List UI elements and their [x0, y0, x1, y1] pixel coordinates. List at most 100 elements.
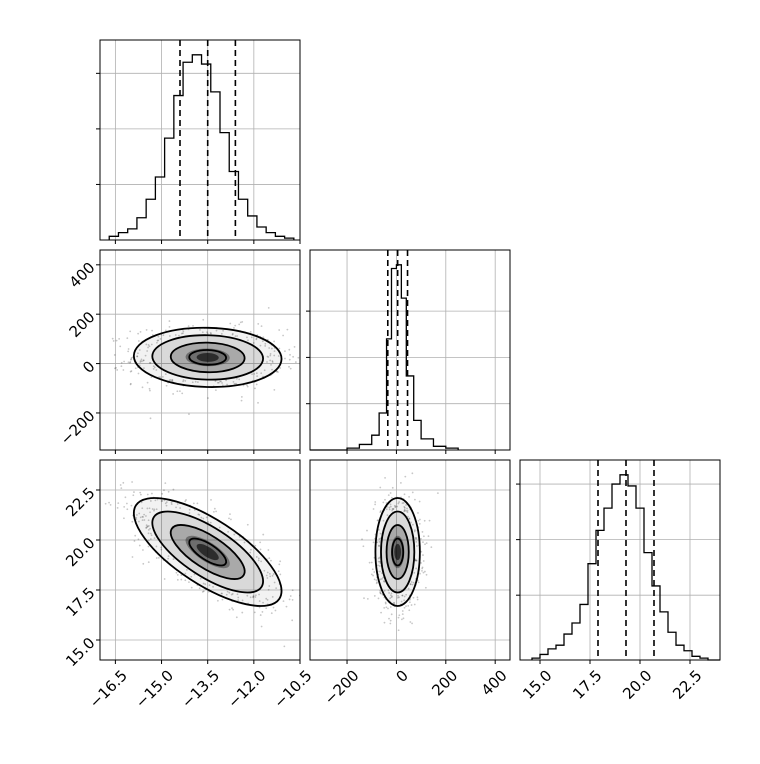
scatter-point: [185, 499, 187, 501]
scatter-point: [174, 334, 177, 336]
scatter-point: [291, 619, 294, 622]
scatter-point: [243, 541, 246, 544]
scatter-point: [269, 575, 272, 578]
scatter-point: [145, 524, 148, 527]
scatter-point: [114, 367, 116, 370]
scatter-point: [143, 367, 145, 369]
scatter-point: [254, 596, 257, 598]
scatter-point: [116, 507, 119, 509]
scatter-point: [163, 489, 165, 492]
scatter-point: [143, 513, 146, 516]
scatter-point: [91, 486, 93, 488]
scatter-point: [88, 528, 90, 530]
scatter-point: [234, 324, 237, 327]
scatter-point: [196, 502, 199, 505]
scatter-point: [403, 595, 406, 598]
scatter-point: [408, 517, 411, 520]
scatter-point: [405, 605, 407, 608]
scatter-point: [185, 568, 188, 571]
scatter-point: [139, 491, 142, 494]
scatter-point: [403, 599, 406, 602]
scatter-point: [149, 361, 152, 364]
scatter-point: [120, 365, 123, 368]
scatter-point: [220, 592, 223, 595]
scatter-point: [255, 383, 258, 386]
scatter-point: [389, 619, 392, 622]
scatter-point: [410, 581, 413, 583]
scatter-point: [149, 417, 152, 420]
scatter-point: [145, 526, 148, 529]
contour-line: [385, 524, 410, 580]
scatter-point: [408, 518, 411, 520]
scatter-point: [123, 517, 125, 520]
contour-line: [132, 497, 283, 607]
scatter-point: [188, 413, 190, 416]
scatter-point: [198, 587, 201, 590]
scatter-point: [182, 332, 184, 335]
scatter-point: [387, 607, 389, 610]
scatter-point: [413, 530, 416, 533]
scatter-point: [184, 572, 187, 575]
scatter-point: [279, 573, 282, 576]
scatter-point: [388, 506, 391, 509]
scatter-point: [405, 593, 408, 596]
scatter-point: [388, 508, 391, 511]
scatter-point: [401, 594, 404, 597]
scatter-point: [389, 597, 392, 600]
scatter-point: [258, 593, 260, 596]
scatter-point: [270, 347, 273, 350]
scatter-point: [407, 515, 409, 518]
scatter-point: [180, 332, 183, 335]
scatter-point: [398, 614, 401, 617]
scatter-point: [188, 512, 191, 514]
contour-line: [169, 524, 246, 580]
scatter-point: [129, 361, 132, 363]
scatter-point: [374, 501, 377, 503]
scatter-point: [416, 596, 419, 599]
scatter-point: [115, 339, 118, 342]
scatter-point: [181, 392, 184, 395]
scatter-point: [297, 356, 300, 359]
scatter-point: [379, 578, 382, 581]
scatter-point: [212, 585, 214, 588]
scatter-point: [164, 329, 167, 332]
scatter-point: [182, 379, 185, 381]
scatter-point: [232, 608, 235, 611]
scatter-point: [370, 573, 373, 576]
scatter-point: [401, 502, 404, 505]
scatter-point: [421, 566, 424, 569]
scatter-point: [414, 537, 417, 539]
scatter-point: [253, 611, 256, 614]
scatter-point: [238, 323, 241, 326]
scatter-point: [213, 507, 216, 510]
scatter-point: [148, 362, 151, 364]
scatter-point: [416, 598, 419, 601]
scatter-point: [377, 528, 380, 531]
scatter-point: [208, 584, 211, 587]
scatter-point: [193, 573, 196, 576]
scatter-point: [372, 541, 375, 544]
scatter-point: [162, 334, 165, 337]
scatter-point: [259, 344, 262, 347]
scatter-panel-1-2: [96, 249, 301, 454]
scatter-point: [383, 589, 386, 592]
scatter-point: [112, 340, 115, 342]
scatter-point: [379, 510, 382, 512]
scatter-point: [373, 578, 376, 581]
scatter-point: [267, 588, 270, 591]
scatter-point: [411, 491, 414, 494]
scatter-point: [266, 598, 269, 601]
scatter-point: [201, 331, 204, 334]
scatter-point: [215, 329, 218, 332]
scatter-point: [251, 373, 253, 376]
scatter-point: [221, 592, 223, 595]
panel-content: [100, 250, 300, 450]
scatter-point: [233, 327, 235, 329]
scatter-point: [250, 548, 252, 551]
scatter-point: [138, 520, 140, 523]
scatter-point: [378, 545, 380, 547]
scatter-point: [196, 381, 199, 384]
scatter-point: [130, 358, 132, 361]
scatter-point: [389, 492, 392, 494]
